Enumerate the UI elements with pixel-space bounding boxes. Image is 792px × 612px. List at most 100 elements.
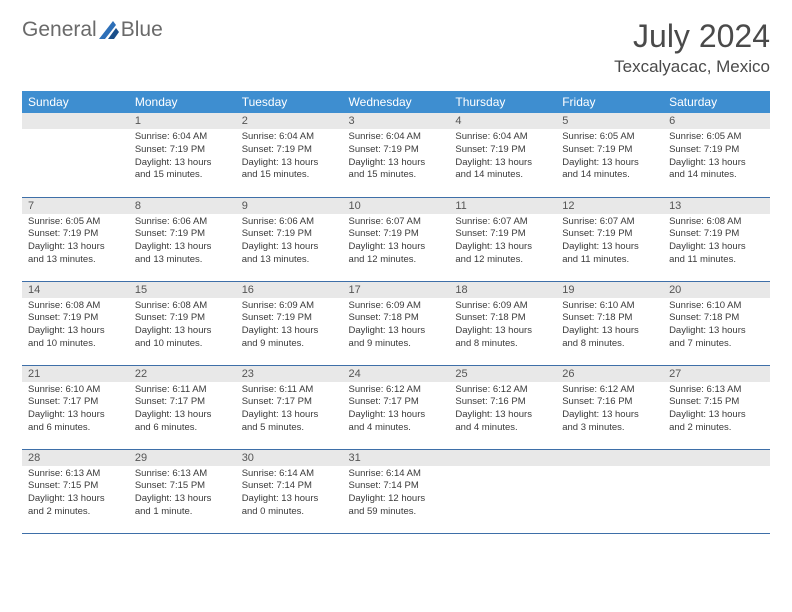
sunset-line: Sunset: 7:19 PM (135, 228, 230, 241)
sunrise-line: Sunrise: 6:05 AM (562, 131, 657, 144)
sunrise-line: Sunrise: 6:04 AM (455, 131, 550, 144)
sunrise-line: Sunrise: 6:05 AM (28, 216, 123, 229)
sunset-line: Sunset: 7:19 PM (562, 144, 657, 157)
sunset-line: Sunset: 7:19 PM (28, 228, 123, 241)
day-body: Sunrise: 6:04 AMSunset: 7:19 PMDaylight:… (449, 129, 556, 186)
day-body: Sunrise: 6:14 AMSunset: 7:14 PMDaylight:… (236, 466, 343, 523)
sunset-line: Sunset: 7:15 PM (135, 480, 230, 493)
sunrise-line: Sunrise: 6:04 AM (135, 131, 230, 144)
sunset-line: Sunset: 7:19 PM (135, 312, 230, 325)
day-number: 11 (449, 198, 556, 214)
week-row: 21Sunrise: 6:10 AMSunset: 7:17 PMDayligh… (22, 365, 770, 449)
sunset-line: Sunset: 7:17 PM (242, 396, 337, 409)
day-body: Sunrise: 6:06 AMSunset: 7:19 PMDaylight:… (129, 214, 236, 271)
day-body: Sunrise: 6:12 AMSunset: 7:16 PMDaylight:… (556, 382, 663, 439)
sunrise-line: Sunrise: 6:08 AM (669, 216, 764, 229)
day-number: 17 (343, 282, 450, 298)
calendar-body: 1Sunrise: 6:04 AMSunset: 7:19 PMDaylight… (22, 113, 770, 533)
sunset-line: Sunset: 7:19 PM (455, 144, 550, 157)
day-number: 20 (663, 282, 770, 298)
day-cell: 29Sunrise: 6:13 AMSunset: 7:15 PMDayligh… (129, 449, 236, 533)
day-number: 31 (343, 450, 450, 466)
sunrise-line: Sunrise: 6:09 AM (349, 300, 444, 313)
day-number: 15 (129, 282, 236, 298)
sunset-line: Sunset: 7:18 PM (455, 312, 550, 325)
header: General Blue July 2024 Texcalyacac, Mexi… (22, 18, 770, 77)
sunset-line: Sunset: 7:17 PM (135, 396, 230, 409)
day-number: 25 (449, 366, 556, 382)
day-cell (449, 449, 556, 533)
sunset-line: Sunset: 7:19 PM (242, 312, 337, 325)
daylight-line: Daylight: 13 hours and 15 minutes. (135, 157, 230, 183)
daylight-line: Daylight: 12 hours and 59 minutes. (349, 493, 444, 519)
day-number: 30 (236, 450, 343, 466)
daylight-line: Daylight: 13 hours and 8 minutes. (562, 325, 657, 351)
daylight-line: Daylight: 13 hours and 6 minutes. (28, 409, 123, 435)
day-body: Sunrise: 6:04 AMSunset: 7:19 PMDaylight:… (343, 129, 450, 186)
sunrise-line: Sunrise: 6:12 AM (562, 384, 657, 397)
week-row: 14Sunrise: 6:08 AMSunset: 7:19 PMDayligh… (22, 281, 770, 365)
week-row: 7Sunrise: 6:05 AMSunset: 7:19 PMDaylight… (22, 197, 770, 281)
sunset-line: Sunset: 7:19 PM (562, 228, 657, 241)
sunrise-line: Sunrise: 6:08 AM (135, 300, 230, 313)
day-cell (556, 449, 663, 533)
daylight-line: Daylight: 13 hours and 9 minutes. (242, 325, 337, 351)
day-body: Sunrise: 6:10 AMSunset: 7:18 PMDaylight:… (663, 298, 770, 355)
daylight-line: Daylight: 13 hours and 6 minutes. (135, 409, 230, 435)
month-title: July 2024 (614, 18, 770, 55)
daylight-line: Daylight: 13 hours and 11 minutes. (669, 241, 764, 267)
sunrise-line: Sunrise: 6:07 AM (562, 216, 657, 229)
day-body: Sunrise: 6:11 AMSunset: 7:17 PMDaylight:… (236, 382, 343, 439)
day-cell: 5Sunrise: 6:05 AMSunset: 7:19 PMDaylight… (556, 113, 663, 197)
day-body: Sunrise: 6:10 AMSunset: 7:17 PMDaylight:… (22, 382, 129, 439)
day-number: 16 (236, 282, 343, 298)
sunset-line: Sunset: 7:17 PM (28, 396, 123, 409)
day-body: Sunrise: 6:09 AMSunset: 7:19 PMDaylight:… (236, 298, 343, 355)
day-cell: 8Sunrise: 6:06 AMSunset: 7:19 PMDaylight… (129, 197, 236, 281)
daylight-line: Daylight: 13 hours and 1 minute. (135, 493, 230, 519)
sunset-line: Sunset: 7:19 PM (669, 228, 764, 241)
sunrise-line: Sunrise: 6:09 AM (455, 300, 550, 313)
day-number: 1 (129, 113, 236, 129)
header-row: SundayMondayTuesdayWednesdayThursdayFrid… (22, 91, 770, 113)
day-body: Sunrise: 6:05 AMSunset: 7:19 PMDaylight:… (556, 129, 663, 186)
sunrise-line: Sunrise: 6:06 AM (242, 216, 337, 229)
sunrise-line: Sunrise: 6:12 AM (455, 384, 550, 397)
day-number: 8 (129, 198, 236, 214)
sunset-line: Sunset: 7:18 PM (669, 312, 764, 325)
day-body: Sunrise: 6:08 AMSunset: 7:19 PMDaylight:… (663, 214, 770, 271)
sunset-line: Sunset: 7:19 PM (349, 144, 444, 157)
day-cell: 30Sunrise: 6:14 AMSunset: 7:14 PMDayligh… (236, 449, 343, 533)
daylight-line: Daylight: 13 hours and 13 minutes. (135, 241, 230, 267)
day-number: 14 (22, 282, 129, 298)
day-number: 22 (129, 366, 236, 382)
day-cell: 6Sunrise: 6:05 AMSunset: 7:19 PMDaylight… (663, 113, 770, 197)
day-body: Sunrise: 6:04 AMSunset: 7:19 PMDaylight:… (129, 129, 236, 186)
sunset-line: Sunset: 7:19 PM (455, 228, 550, 241)
sunset-line: Sunset: 7:18 PM (562, 312, 657, 325)
daylight-line: Daylight: 13 hours and 7 minutes. (669, 325, 764, 351)
day-number-empty (449, 450, 556, 466)
day-cell: 23Sunrise: 6:11 AMSunset: 7:17 PMDayligh… (236, 365, 343, 449)
logo: General Blue (22, 18, 163, 42)
day-number: 4 (449, 113, 556, 129)
daylight-line: Daylight: 13 hours and 2 minutes. (28, 493, 123, 519)
sunrise-line: Sunrise: 6:13 AM (135, 468, 230, 481)
calendar-table: SundayMondayTuesdayWednesdayThursdayFrid… (22, 91, 770, 534)
logo-text-pre: General (22, 18, 97, 42)
sunset-line: Sunset: 7:18 PM (349, 312, 444, 325)
day-body: Sunrise: 6:06 AMSunset: 7:19 PMDaylight:… (236, 214, 343, 271)
day-body: Sunrise: 6:09 AMSunset: 7:18 PMDaylight:… (343, 298, 450, 355)
day-cell: 16Sunrise: 6:09 AMSunset: 7:19 PMDayligh… (236, 281, 343, 365)
day-body: Sunrise: 6:04 AMSunset: 7:19 PMDaylight:… (236, 129, 343, 186)
daylight-line: Daylight: 13 hours and 5 minutes. (242, 409, 337, 435)
day-cell: 27Sunrise: 6:13 AMSunset: 7:15 PMDayligh… (663, 365, 770, 449)
day-body: Sunrise: 6:13 AMSunset: 7:15 PMDaylight:… (129, 466, 236, 523)
day-cell (663, 449, 770, 533)
sunset-line: Sunset: 7:19 PM (242, 228, 337, 241)
location: Texcalyacac, Mexico (614, 57, 770, 77)
sunrise-line: Sunrise: 6:06 AM (135, 216, 230, 229)
daylight-line: Daylight: 13 hours and 9 minutes. (349, 325, 444, 351)
daylight-line: Daylight: 13 hours and 12 minutes. (455, 241, 550, 267)
daylight-line: Daylight: 13 hours and 12 minutes. (349, 241, 444, 267)
